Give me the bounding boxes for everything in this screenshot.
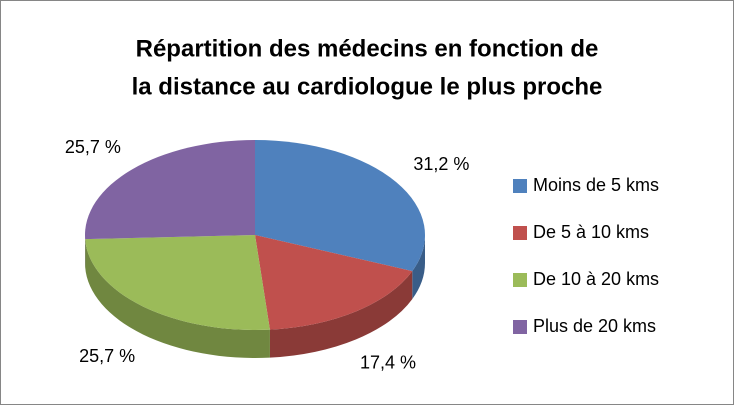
slice [255, 235, 413, 330]
legend-swatch [513, 179, 527, 193]
legend-label: Moins de 5 kms [533, 175, 659, 195]
data-label: 31,2 % [413, 154, 469, 174]
chart-title: la distance au cardiologue le plus proch… [132, 73, 603, 100]
slice [85, 235, 270, 330]
legend-label: De 10 à 20 kms [533, 269, 659, 289]
data-label: 25,7 % [65, 137, 121, 157]
legend-swatch [513, 320, 527, 334]
slice-side [269, 271, 413, 358]
legend-label: Plus de 20 kms [533, 316, 656, 336]
slice-side [85, 239, 270, 358]
slice [255, 140, 425, 272]
slice-side [412, 235, 425, 300]
data-label: 25,7 % [79, 346, 135, 366]
legend-label: De 5 à 10 kms [533, 222, 649, 242]
chart-title: Répartition des médecins en fonction de [136, 35, 599, 62]
legend-swatch [513, 273, 527, 287]
legend-swatch [513, 226, 527, 240]
slice [84, 140, 255, 240]
data-label: 17,4 % [360, 353, 416, 373]
